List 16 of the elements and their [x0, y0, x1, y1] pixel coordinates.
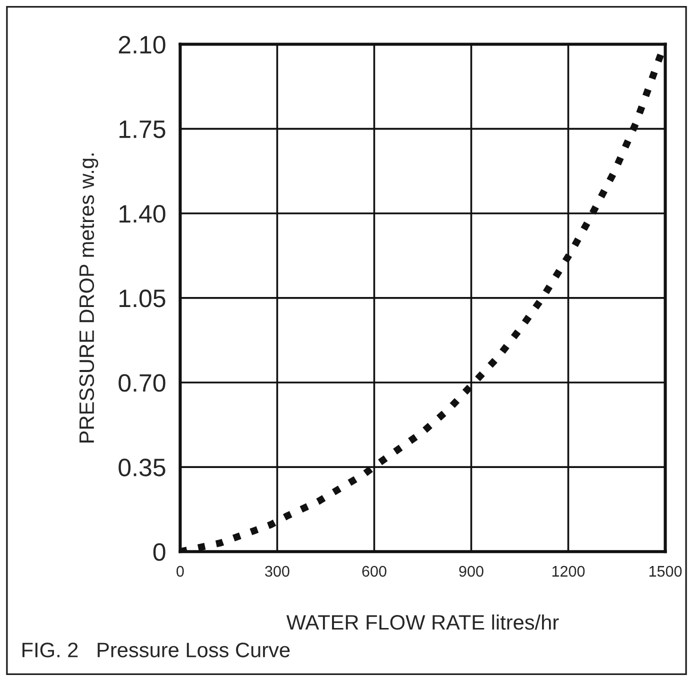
x-tick-label: 1200 [552, 566, 585, 577]
x-tick-label: 600 [362, 566, 386, 577]
x-tick-label: 1500 [649, 566, 682, 577]
y-tick-label: 0.35 [118, 458, 166, 476]
y-tick-label: 1.40 [120, 204, 166, 223]
y-tick-label: 2.10 [118, 36, 166, 54]
y-tick-label: 0.70 [118, 374, 166, 392]
x-tick-label: 300 [265, 566, 290, 577]
y-tick-label: 1.05 [120, 290, 166, 308]
y-axis-title: PRESSURE DROP metres w.g. [79, 154, 98, 442]
x-axis-title: WATER FLOW RATE litres/hr [286, 614, 559, 630]
y-tick-label: 0 [153, 543, 166, 561]
y-tick-label: 1.75 [120, 120, 166, 138]
x-tick-label: 900 [459, 566, 484, 577]
x-tick-label: 0 [176, 566, 184, 577]
caption: FIG. 2 Pressure Loss Curve [22, 642, 290, 658]
